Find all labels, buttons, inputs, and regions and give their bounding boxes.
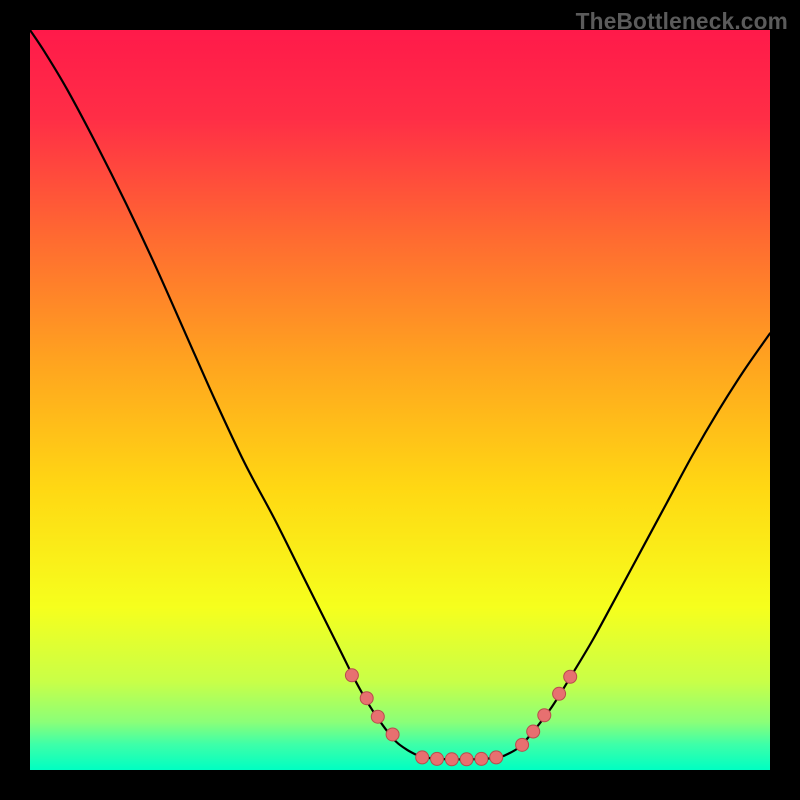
chart-marker: [386, 728, 399, 741]
chart-plot-area: [30, 30, 770, 770]
chart-marker: [416, 751, 429, 764]
chart-marker: [371, 710, 384, 723]
chart-marker: [538, 709, 551, 722]
stage: TheBottleneck.com: [0, 0, 800, 800]
chart-marker: [564, 670, 577, 683]
chart-marker: [460, 753, 473, 766]
chart-marker: [516, 738, 529, 751]
chart-marker: [490, 751, 503, 764]
chart-marker: [360, 692, 373, 705]
chart-marker: [527, 725, 540, 738]
chart-marker: [475, 752, 488, 765]
chart-background: [30, 30, 770, 770]
chart-marker: [431, 752, 444, 765]
chart-marker: [345, 669, 358, 682]
chart-marker: [445, 753, 458, 766]
chart-marker: [553, 687, 566, 700]
chart-svg: [30, 30, 770, 770]
